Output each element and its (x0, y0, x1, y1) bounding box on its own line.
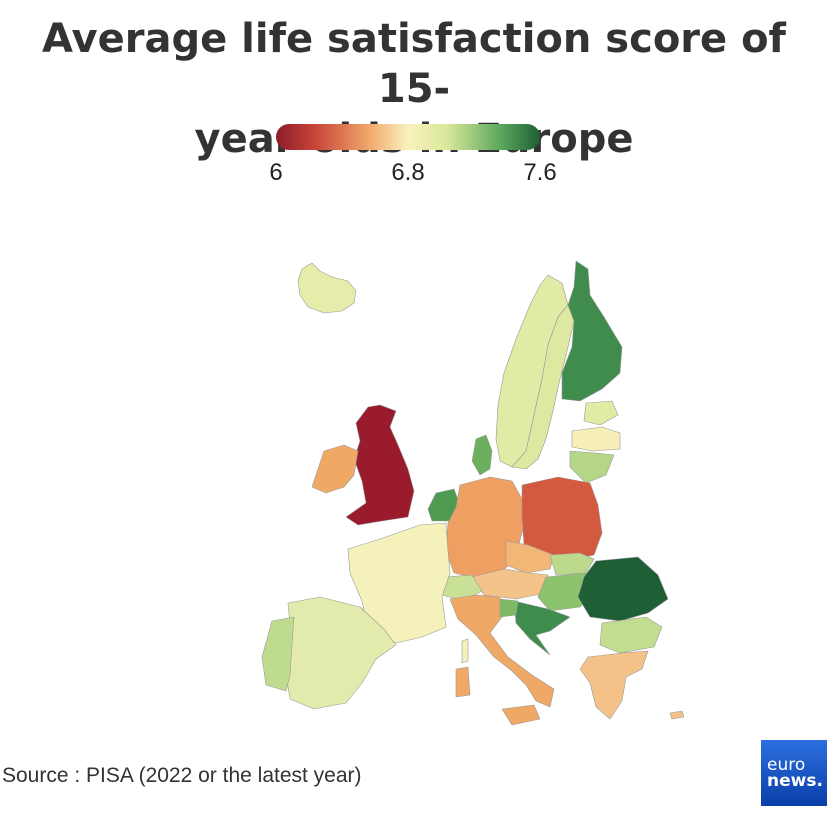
region-portugal[interactable] (261, 616, 295, 692)
region-slovakia[interactable] (549, 552, 595, 576)
region-sweden[interactable] (511, 304, 575, 470)
region-greece[interactable] (579, 650, 649, 720)
region-romania[interactable] (577, 556, 669, 622)
logo-line-1: euro (767, 755, 806, 775)
chart-title: Average life satisfaction score of 15- y… (0, 14, 828, 164)
legend-min-label: 6 (269, 160, 283, 182)
region-france[interactable] (347, 522, 451, 644)
title-line-1: Average life satisfaction score of 15- (42, 16, 786, 112)
region-bulgaria[interactable] (599, 616, 663, 654)
region-poland[interactable] (521, 476, 603, 562)
region-corsica[interactable] (461, 638, 469, 664)
region-finland[interactable] (561, 260, 623, 402)
source-note: Source : PISA (2022 or the latest year) (2, 764, 362, 787)
region-lithuania[interactable] (569, 450, 615, 484)
region-ireland[interactable] (311, 444, 359, 494)
region-slovenia[interactable] (499, 598, 519, 618)
legend-mid-label: 6.8 (391, 160, 425, 182)
europe-choropleth-map (261, 260, 685, 726)
region-latvia[interactable] (571, 426, 621, 452)
region-iceland[interactable] (297, 262, 357, 314)
color-scale-legend (276, 124, 540, 150)
region-sicily[interactable] (501, 704, 541, 726)
logo-line-2: news. (767, 771, 823, 791)
legend-ticks: 6 6.8 7.6 (0, 160, 828, 182)
legend-max-label: 7.6 (523, 160, 557, 182)
euronews-logo: euro news. (761, 740, 827, 806)
region-cyprus[interactable] (669, 710, 685, 720)
region-uk[interactable] (345, 404, 415, 526)
region-croatia[interactable] (513, 600, 571, 656)
region-denmark[interactable] (471, 434, 493, 476)
region-czechia[interactable] (505, 540, 555, 574)
region-sardinia[interactable] (455, 666, 471, 698)
region-estonia[interactable] (583, 400, 619, 426)
